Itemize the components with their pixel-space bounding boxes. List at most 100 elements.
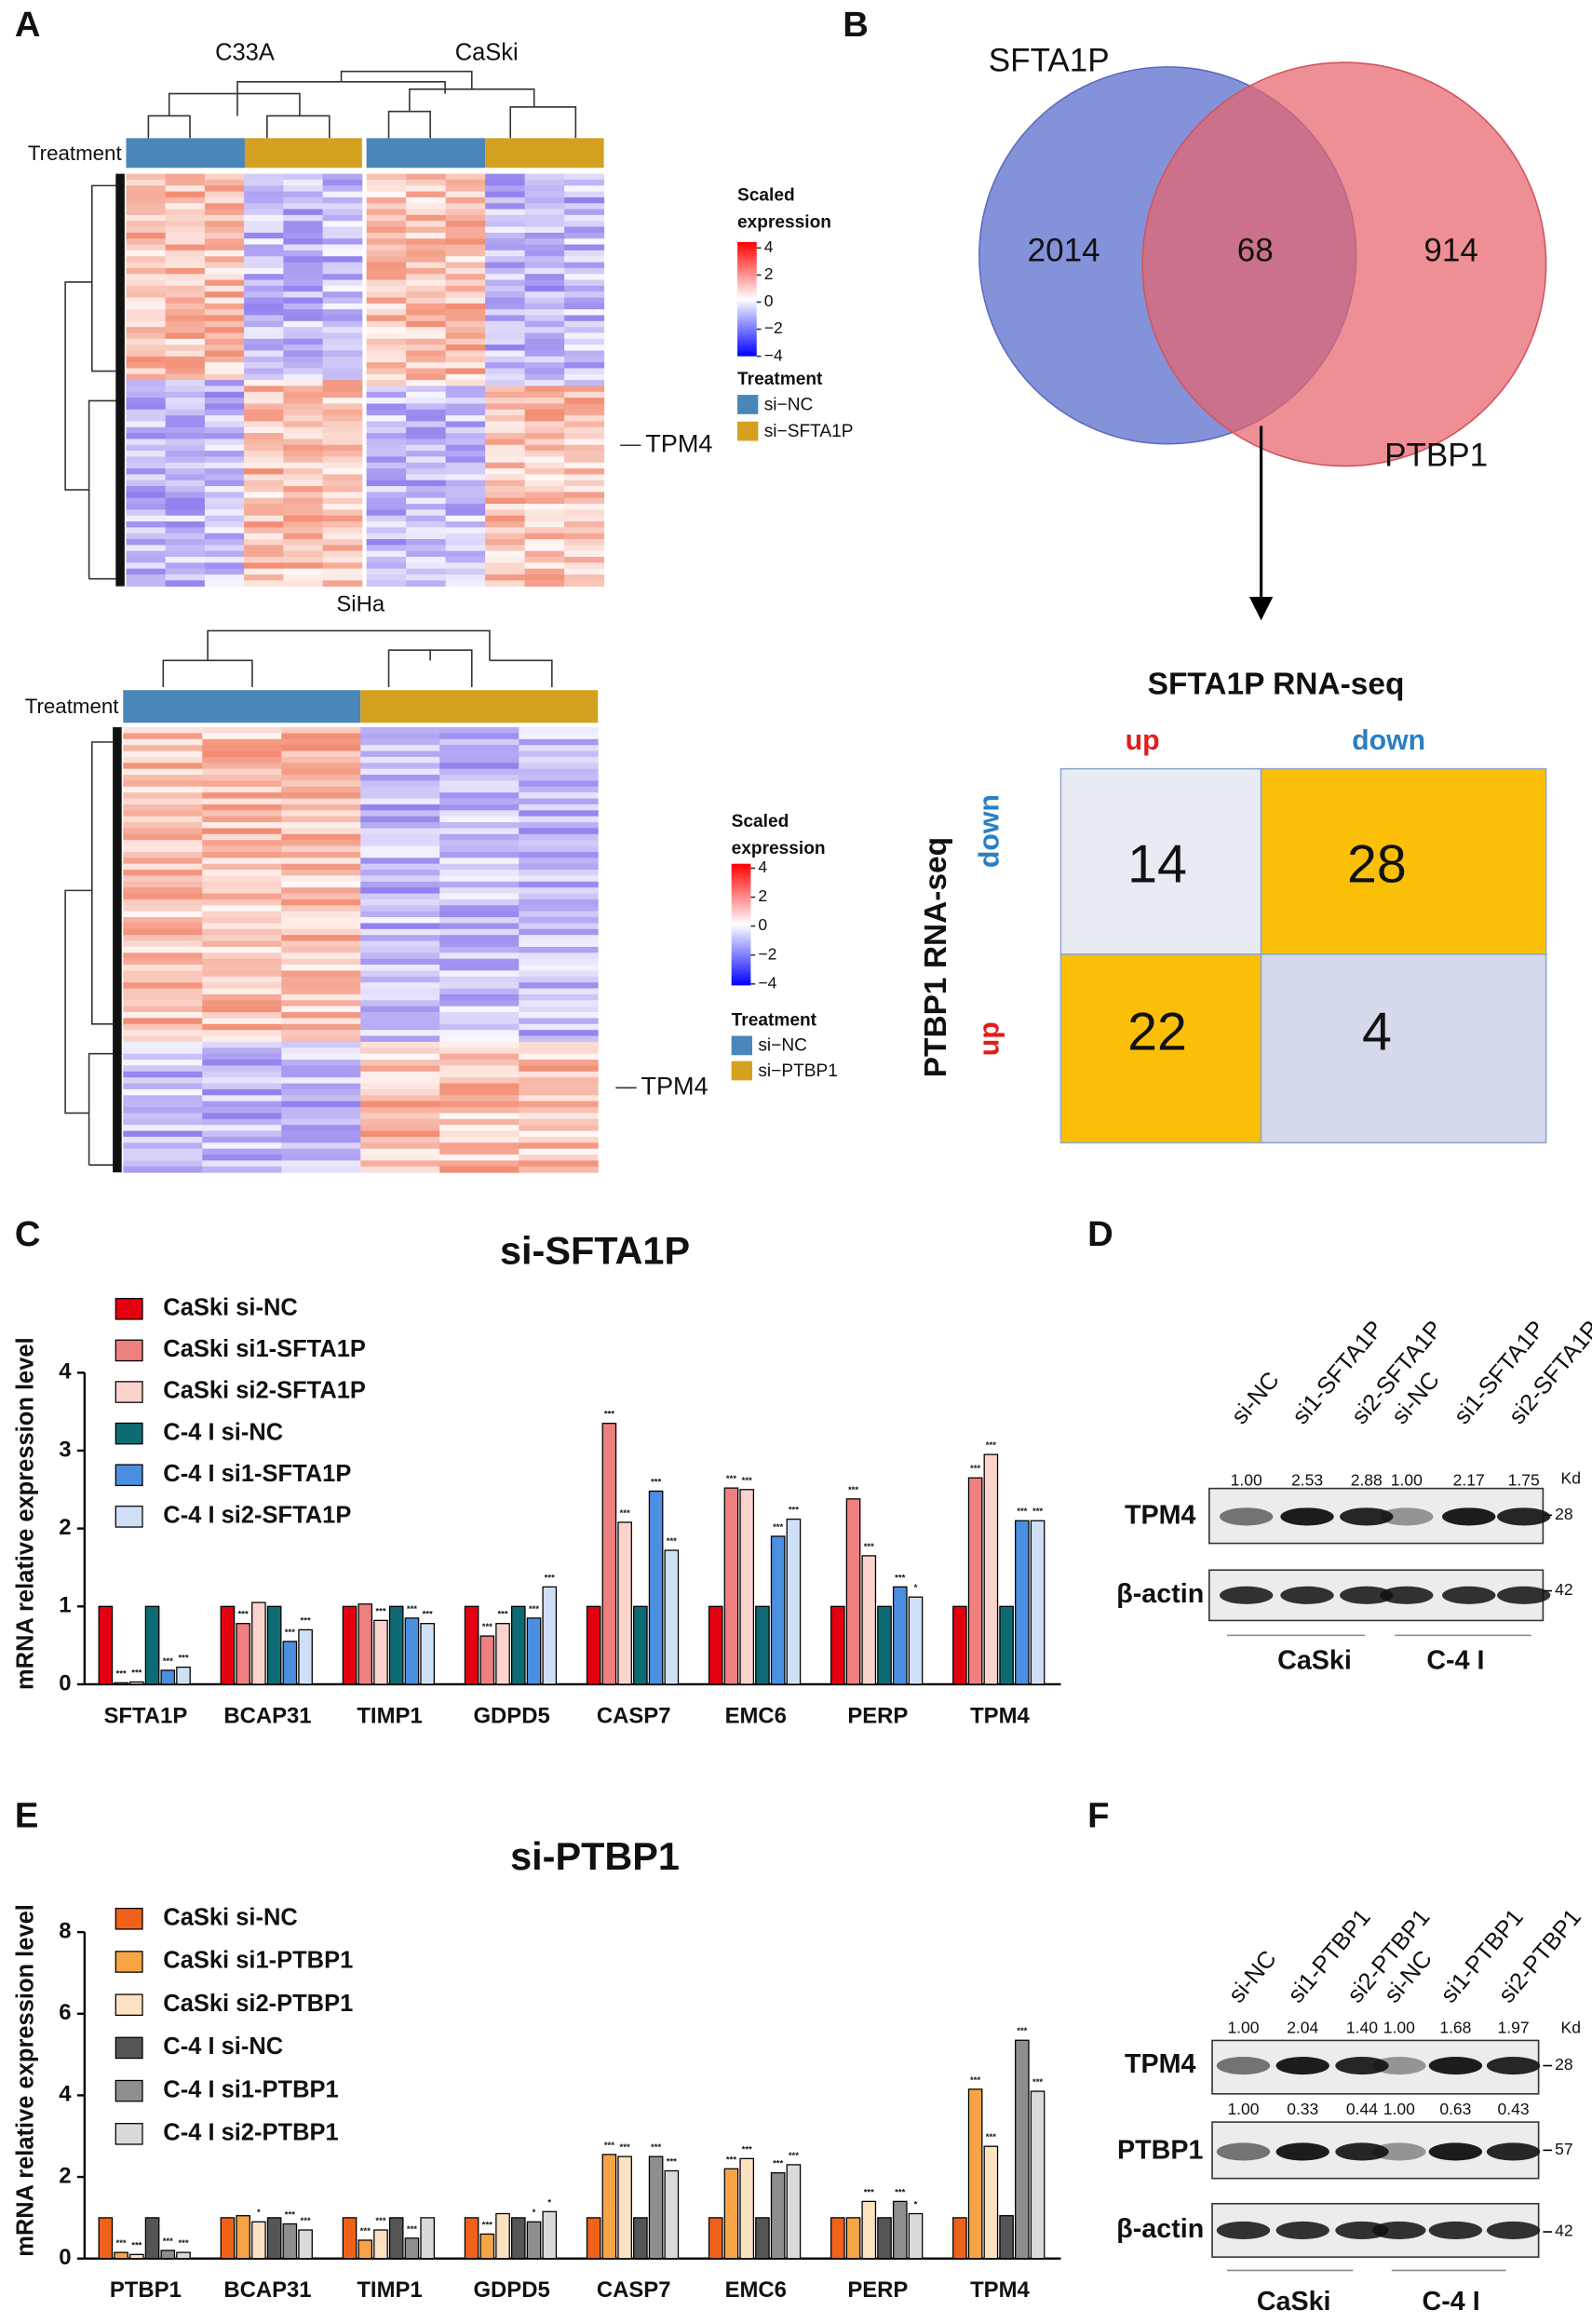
heatmap-cell	[485, 539, 526, 546]
blot-row-label: TPM4	[1125, 1500, 1196, 1530]
bar	[1030, 2090, 1046, 2260]
heatmap-cell	[439, 763, 519, 770]
heatmap-cell	[445, 315, 486, 322]
x-tick-label: GDPD5	[473, 2277, 549, 2303]
heatmap-cell	[439, 928, 519, 936]
heatmap-cell	[485, 303, 526, 310]
quant-label: 0.43	[1497, 2100, 1529, 2118]
heatmap-cell	[406, 385, 447, 393]
heatmap-cell	[283, 274, 324, 281]
panel-label: B	[843, 5, 869, 45]
heatmap-cell	[126, 380, 167, 386]
heatmap-cell	[204, 191, 245, 198]
heatmap-cell	[439, 917, 519, 924]
heatmap-cell	[564, 521, 605, 528]
heatmap-cell	[123, 1118, 203, 1126]
heatmap-cell	[322, 398, 363, 404]
heatmap-cell	[202, 899, 282, 906]
bar	[633, 2217, 648, 2260]
legend-label: si−NC	[758, 1036, 807, 1056]
legend-label: CaSki si1-SFTA1P	[163, 1336, 366, 1362]
heatmap-cell	[165, 309, 206, 316]
heatmap-cell	[360, 940, 440, 948]
heatmap-cell	[524, 426, 565, 434]
heatmap-cell	[165, 580, 206, 588]
bar	[373, 1619, 388, 1685]
heatmap-cell	[524, 209, 565, 216]
heatmap-cell	[519, 899, 599, 906]
blot-band	[1486, 2142, 1541, 2161]
heatmap-cell	[366, 539, 407, 546]
heatmap-cell	[366, 433, 407, 439]
heatmap-cell	[360, 899, 440, 906]
heatmap-cell	[366, 385, 407, 393]
heatmap-cell	[283, 421, 324, 428]
blot-band	[1280, 1586, 1334, 1604]
heatmap-cell	[519, 905, 599, 912]
bar	[526, 2221, 542, 2260]
heatmap-cell	[165, 368, 206, 375]
y-tick-label: 4	[59, 1359, 72, 1385]
heatmap-cell	[322, 291, 363, 299]
bar	[251, 1601, 266, 1685]
heatmap-cell	[123, 798, 203, 805]
heatmap-cell	[126, 497, 167, 505]
blot-band	[1335, 2142, 1389, 2161]
heatmap-cell	[445, 403, 486, 411]
heatmap-cell	[524, 504, 565, 510]
heatmap-cell	[204, 303, 245, 310]
heatmap-cell	[366, 250, 407, 257]
heatmap-cell	[485, 250, 526, 257]
heatmap-cell	[366, 521, 407, 528]
x-tick-label: TPM4	[970, 2277, 1030, 2303]
heatmap-cell	[202, 833, 282, 841]
heatmap-cell	[204, 267, 245, 275]
heatmap-cell	[283, 373, 324, 381]
heatmap-cell	[202, 1118, 282, 1126]
heatmap-cell	[519, 745, 599, 752]
heatmap-cell	[564, 391, 605, 399]
heatmap-cell	[519, 845, 599, 853]
heatmap-cell	[524, 279, 565, 287]
heatmap-cell	[519, 1101, 599, 1108]
heatmap-cell	[123, 1107, 203, 1114]
heatmap-cell	[360, 875, 440, 883]
heatmap-cell	[244, 509, 284, 517]
treatment-bar	[126, 138, 245, 169]
heatmap-cell	[406, 545, 447, 552]
heatmap-cell	[445, 203, 486, 210]
heatmap-cell	[123, 870, 203, 876]
heatmap-cell	[244, 303, 284, 310]
heatmap-cell	[524, 444, 565, 452]
legend-tick-label: 4	[764, 237, 774, 256]
heatmap-cell	[445, 373, 486, 381]
heatmap-cell	[519, 870, 599, 876]
heatmap-cell	[322, 332, 363, 340]
heatmap-cell	[485, 244, 526, 251]
heatmap-cell	[445, 362, 486, 369]
heatmap-cell	[244, 191, 284, 198]
bar	[617, 2155, 632, 2260]
heatmap-cell	[524, 214, 565, 222]
heatmap-cell	[524, 486, 565, 493]
heatmap-cell	[360, 1136, 440, 1143]
heatmap-cell	[281, 1125, 361, 1132]
heatmap-cell	[366, 267, 407, 275]
heatmap-cell	[165, 497, 206, 505]
significance: ***	[407, 2224, 417, 2235]
heatmap-cell	[406, 285, 447, 292]
heatmap-cell	[123, 738, 203, 746]
heatmap-cell	[406, 509, 447, 517]
legend-swatch	[115, 1297, 143, 1320]
heatmap-cell	[322, 509, 363, 517]
heatmap-cell	[519, 804, 599, 811]
heatmap-cell	[360, 745, 440, 752]
heatmap-cell	[485, 380, 526, 386]
heatmap-cell	[524, 545, 565, 552]
significance: ***	[864, 2187, 874, 2197]
heatmap-cell	[485, 279, 526, 287]
heatmap-cell	[281, 1101, 361, 1108]
heatmap-cell	[244, 238, 284, 246]
heatmap-cell	[281, 798, 361, 805]
heatmap-cell	[281, 1060, 361, 1066]
